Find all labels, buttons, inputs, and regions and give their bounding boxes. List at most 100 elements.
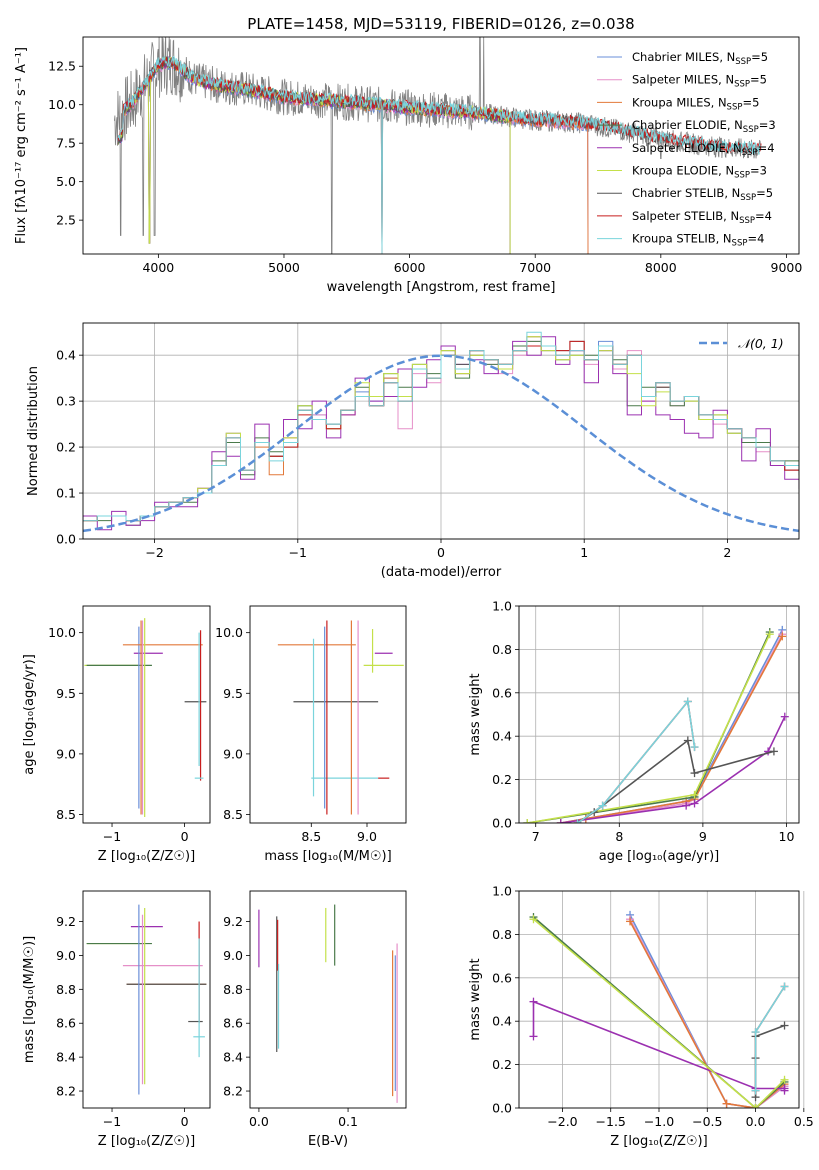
- mass-vs-Z-panel: −1 0 8.2 8.4 8.6 8.8 9.0 9.2 Z [log₁₀(Z/Z☉)] mass…: [22, 890, 211, 1149]
- y-tick-label: 8.4: [223, 1050, 243, 1065]
- axes-frame: [82, 322, 800, 540]
- plus-marker: [780, 1075, 789, 1084]
- legend-entry: Salpeter ELODIE, NSSP=4: [632, 141, 775, 158]
- plus-marker: [751, 1104, 760, 1108]
- y-tick-label: 7.5: [56, 136, 76, 151]
- legend-label: Salpeter ELODIE, N: [632, 141, 742, 155]
- plus-marker: [751, 1086, 760, 1095]
- legend-value: =5: [756, 186, 773, 200]
- legend-entry: 𝒩(0, 1): [738, 336, 784, 351]
- x-axis-label: age [log₁₀(age/yr)]: [599, 849, 720, 864]
- errorbar-plot-area: [86, 904, 207, 1095]
- y-tick-label: 9.0: [223, 746, 243, 761]
- y-axis-label: mass [log₁₀(M/M☉)]: [22, 936, 37, 1063]
- legend-value: =3: [750, 164, 767, 178]
- y-tick-label: 8.5: [56, 807, 76, 822]
- x-tick-label: 7: [532, 829, 540, 844]
- axes-frame: [249, 605, 407, 824]
- y-tick-label: 1.0: [492, 884, 512, 899]
- x-tick-label: 8: [615, 829, 623, 844]
- y-tick-label: 8.8: [223, 982, 243, 997]
- plus-marker: [751, 1028, 760, 1037]
- y-tick-label: 8.6: [223, 1016, 243, 1031]
- y-tick-label: 8.4: [56, 1050, 76, 1065]
- y-tick-label: 0.6: [492, 685, 512, 700]
- y-tick-label: 0.2: [492, 1057, 512, 1072]
- y-tick-label: 12.5: [48, 59, 76, 74]
- y-tick-label: 0.2: [56, 440, 76, 455]
- legend-label: Chabrier ELODIE, N: [632, 118, 743, 132]
- plus-marker: [780, 1021, 789, 1030]
- series-line-salpeter-elodie: [560, 716, 786, 823]
- y-axis-label: Normed distribution: [26, 366, 41, 496]
- axes-frame: [82, 36, 800, 255]
- y-tick-label: 0.4: [492, 1014, 512, 1029]
- x-tick-label: 4000: [142, 260, 174, 275]
- legend-entry: Chabrier MILES, NSSP=5: [632, 50, 768, 67]
- histogram-step-salpeter-elodie: [83, 336, 799, 539]
- series-line-chabrier-elodie: [532, 916, 786, 1108]
- mass-vs-ebv-panel: 0.0 0.1 8.2 8.4 8.6 8.8 9.0 9.2 E(B-V): [223, 890, 407, 1149]
- series-line-kroupa-stelib: [577, 699, 696, 823]
- series-line-kroupa-stelib: [754, 986, 786, 1091]
- axes-frame: [82, 605, 211, 824]
- series-line-kroupa-elodie: [532, 918, 786, 1108]
- plus-marker: [690, 799, 699, 808]
- plus-marker: [626, 917, 635, 926]
- y-tick-label: 0.6: [492, 970, 512, 985]
- y-tick-label: 0.4: [56, 348, 76, 363]
- x-tick-label: 0: [437, 545, 445, 560]
- y-tick-label: 8.5: [223, 807, 243, 822]
- plus-marker: [690, 743, 699, 752]
- residuals-legend: 𝒩(0, 1): [699, 336, 784, 351]
- x-axis-label: Z [log₁₀(Z/Z☉)]: [98, 1134, 195, 1149]
- legend-value: =4: [747, 232, 764, 246]
- x-tick-label: 0.1: [338, 1114, 358, 1129]
- residuals-panel: −2 −1 0 1 2 0.0 0.1 0.2 0.3 0.4 (data-model)/error…: [26, 322, 800, 580]
- legend-label: Salpeter MILES, N: [632, 73, 734, 87]
- histogram-step-salpeter-stelib: [83, 340, 799, 539]
- plus-marker: [573, 819, 582, 823]
- plus-marker: [780, 982, 789, 991]
- legend-subscript: SSP: [732, 239, 748, 249]
- y-tick-label: 0.0: [492, 1101, 512, 1116]
- axes-frame: [518, 605, 800, 824]
- legend-subscript: SSP: [735, 57, 751, 67]
- legend-value: =5: [750, 73, 767, 87]
- legend-subscript: SSP: [740, 193, 756, 203]
- y-tick-label: 8.2: [223, 1084, 243, 1099]
- spectrum-panel: 4000 5000 6000 7000 8000 9000 2.5 5.0 7.5 10.0 12.…: [14, 36, 802, 295]
- x-axis-label: Z [log₁₀(Z/Z☉)]: [610, 1134, 707, 1149]
- x-tick-label: 0.0: [746, 1114, 766, 1129]
- y-tick-label: 9.0: [56, 948, 76, 963]
- age-vs-mass-panel: 8.5 9.0 8.5 9.0 9.5 10.0 mass [log₁₀(M/M☉)]: [215, 605, 407, 864]
- axes-frame: [249, 890, 407, 1109]
- legend-value: =3: [759, 118, 776, 132]
- legend-entry: Salpeter MILES, NSSP=5: [632, 73, 767, 90]
- plus-marker: [683, 736, 692, 745]
- y-tick-label: 0.8: [492, 927, 512, 942]
- histogram-step-chabrier-stelib: [83, 340, 799, 539]
- x-tick-label: 8.5: [301, 829, 321, 844]
- y-tick-label: 10.0: [48, 625, 76, 640]
- plus-marker: [722, 1099, 731, 1108]
- axes-frame: [518, 890, 800, 1109]
- legend-label: Chabrier STELIB, N: [632, 186, 740, 200]
- gaussian-curve: [83, 354, 799, 533]
- x-tick-label: 8000: [645, 260, 677, 275]
- y-tick-label: 0.4: [492, 729, 512, 744]
- errorbar-plot-area: [258, 904, 398, 1103]
- errorbar-plot-area: [84, 618, 207, 817]
- y-axis-label: mass weight: [468, 958, 483, 1040]
- plus-marker: [529, 997, 538, 1006]
- plus-marker: [682, 801, 691, 810]
- x-axis-label: mass [log₁₀(M/M☉)]: [264, 849, 391, 864]
- y-axis-label: mass weight: [468, 673, 483, 755]
- x-tick-label: 0: [181, 1114, 189, 1129]
- x-tick-label: 10: [779, 829, 795, 844]
- plus-marker: [765, 630, 774, 639]
- plus-marker: [690, 769, 699, 778]
- y-tick-label: 8.2: [56, 1084, 76, 1099]
- histogram-step-kroupa-stelib: [83, 331, 799, 539]
